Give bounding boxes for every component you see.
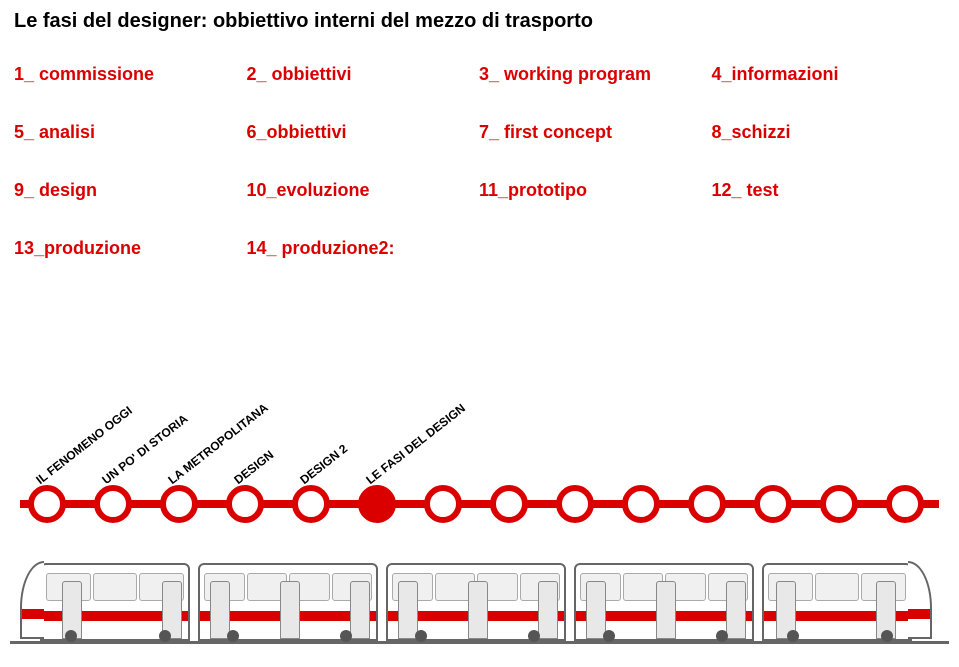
train-door [210, 581, 230, 639]
timeline-node [226, 485, 264, 523]
train-car [762, 563, 912, 641]
train-wheel [415, 630, 427, 642]
phase-cell: 4_informazioni [712, 64, 945, 85]
timeline-node [820, 485, 858, 523]
train-illustration [0, 546, 959, 656]
timeline-node [490, 485, 528, 523]
train-wheel [603, 630, 615, 642]
train-door [280, 581, 300, 639]
phase-cell: 1_ commissione [14, 64, 247, 85]
train-door [538, 581, 558, 639]
train-window [815, 573, 860, 601]
train-car [40, 563, 190, 641]
train-car [386, 563, 566, 641]
phase-row-1: 1_ commissione 2_ obbiettivi 3_ working … [14, 64, 944, 85]
train-wheel [716, 630, 728, 642]
timeline-label: LE FASI DEL DESIGN [363, 401, 468, 487]
train-car [198, 563, 378, 641]
phase-row-2: 5_ analisi 6_obbiettivi 7_ first concept… [14, 122, 944, 143]
timeline-node [28, 485, 66, 523]
train-wheel [528, 630, 540, 642]
train-wheel [787, 630, 799, 642]
timeline-node [886, 485, 924, 523]
phase-cell: 3_ working program [479, 64, 712, 85]
train-door [350, 581, 370, 639]
timeline-node [622, 485, 660, 523]
timeline-node [556, 485, 594, 523]
train-wheel [159, 630, 171, 642]
train-window [93, 573, 138, 601]
phase-cell: 7_ first concept [479, 122, 712, 143]
phase-cell: 9_ design [14, 180, 247, 201]
page-title: Le fasi del designer: obbiettivo interni… [14, 10, 593, 33]
timeline-label: DESIGN 2 [297, 441, 350, 487]
phase-row-3: 9_ design 10_evoluzione 11_prototipo 12_… [14, 180, 944, 201]
train-nose-stripe [22, 609, 44, 619]
train-door [586, 581, 606, 639]
train-car [574, 563, 754, 641]
timeline-label: DESIGN [231, 448, 276, 487]
phase-cell: 14_ produzione2: [247, 238, 480, 259]
phase-cell [479, 238, 712, 259]
phase-cell: 2_ obbiettivi [247, 64, 480, 85]
timeline-node [358, 485, 396, 523]
train-door [656, 581, 676, 639]
train-door [468, 581, 488, 639]
slide: { "title": "Le fasi del designer: obbiet… [0, 0, 959, 667]
phase-cell: 13_produzione [14, 238, 247, 259]
train-nose-stripe [908, 609, 930, 619]
phase-row-4: 13_produzione 14_ produzione2: [14, 238, 944, 259]
timeline-node [160, 485, 198, 523]
train-wheel [227, 630, 239, 642]
phase-cell: 10_evoluzione [247, 180, 480, 201]
train-ground [10, 641, 949, 644]
phase-cell [712, 238, 945, 259]
phase-cell: 6_obbiettivi [247, 122, 480, 143]
timeline-node [292, 485, 330, 523]
timeline-track [20, 500, 939, 508]
timeline-node [688, 485, 726, 523]
timeline-node [94, 485, 132, 523]
train-door [398, 581, 418, 639]
train-wheel [65, 630, 77, 642]
train-nose [908, 561, 932, 639]
timeline: IL FENOMENO OGGIUN PO' DI STORIALA METRO… [0, 477, 959, 531]
train-door [726, 581, 746, 639]
train-nose [20, 561, 44, 639]
phase-cell: 12_ test [712, 180, 945, 201]
phase-cell: 8_schizzi [712, 122, 945, 143]
train-wheel [340, 630, 352, 642]
phase-cell: 11_prototipo [479, 180, 712, 201]
train-wheel [881, 630, 893, 642]
timeline-node [754, 485, 792, 523]
phase-cell: 5_ analisi [14, 122, 247, 143]
timeline-node [424, 485, 462, 523]
